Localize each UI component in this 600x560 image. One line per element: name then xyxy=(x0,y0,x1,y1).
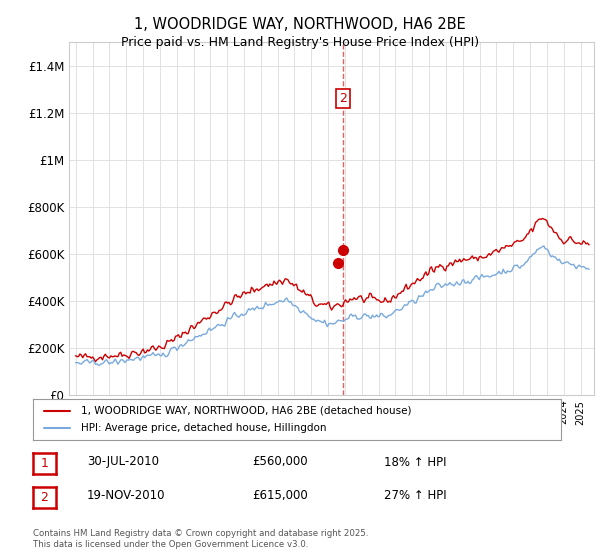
Text: 1, WOODRIDGE WAY, NORTHWOOD, HA6 2BE (detached house): 1, WOODRIDGE WAY, NORTHWOOD, HA6 2BE (de… xyxy=(80,405,411,416)
Text: 19-NOV-2010: 19-NOV-2010 xyxy=(87,489,166,502)
Text: £615,000: £615,000 xyxy=(252,489,308,502)
Text: 2: 2 xyxy=(340,92,347,105)
Text: £560,000: £560,000 xyxy=(252,455,308,469)
Text: HPI: Average price, detached house, Hillingdon: HPI: Average price, detached house, Hill… xyxy=(80,423,326,433)
Text: 1: 1 xyxy=(40,457,49,470)
Text: 27% ↑ HPI: 27% ↑ HPI xyxy=(384,489,446,502)
Text: 30-JUL-2010: 30-JUL-2010 xyxy=(87,455,159,469)
Text: 2: 2 xyxy=(40,491,49,504)
Text: 1, WOODRIDGE WAY, NORTHWOOD, HA6 2BE: 1, WOODRIDGE WAY, NORTHWOOD, HA6 2BE xyxy=(134,17,466,32)
Text: 18% ↑ HPI: 18% ↑ HPI xyxy=(384,455,446,469)
Text: Price paid vs. HM Land Registry's House Price Index (HPI): Price paid vs. HM Land Registry's House … xyxy=(121,36,479,49)
Text: Contains HM Land Registry data © Crown copyright and database right 2025.
This d: Contains HM Land Registry data © Crown c… xyxy=(33,529,368,549)
